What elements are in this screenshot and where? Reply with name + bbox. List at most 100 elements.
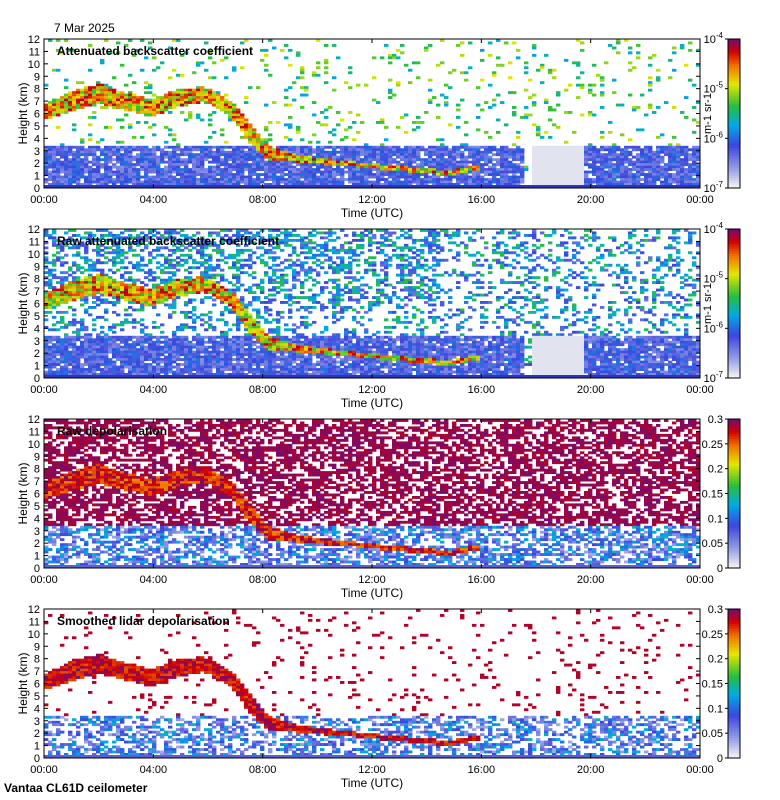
x-tick-label: 12:00	[358, 764, 386, 776]
colorbar: 10-7 10-6 10-5 10-4 m-1 sr-1	[702, 31, 741, 195]
x-tick-label: 00:00	[30, 764, 58, 776]
y-tick-label: 8	[34, 654, 40, 666]
y-tick-label: 5	[34, 121, 40, 133]
y-tick-label: 8	[34, 464, 40, 476]
x-tick-label: 00:00	[686, 194, 714, 206]
y-axis-label: Height (km)	[16, 272, 30, 334]
y-tick-label: 4	[34, 323, 40, 335]
y-tick-label: 6	[34, 489, 40, 501]
x-tick-label: 20:00	[577, 574, 605, 586]
colorbar-tick-label: 0.25	[702, 439, 723, 451]
colorbar-tick-label: 0.15	[702, 489, 723, 501]
y-tick-label: 5	[34, 691, 40, 703]
y-tick-label: 7	[34, 476, 40, 488]
y-tick-label: 6	[34, 679, 40, 691]
x-tick-label: 08:00	[249, 384, 277, 396]
y-tick-label: 9	[34, 261, 40, 273]
y-tick-label: 10	[28, 59, 40, 71]
colorbar-tick-label: 0.1	[708, 513, 723, 525]
x-tick-label: 12:00	[358, 194, 386, 206]
y-tick-label: 7	[34, 96, 40, 108]
x-tick-label: 16:00	[468, 764, 496, 776]
y-tick-label: 6	[34, 109, 40, 121]
colorbar-tick-label: 0.2	[708, 464, 723, 476]
y-tick-label: 5	[34, 501, 40, 513]
heatmap-cells	[44, 39, 701, 189]
x-tick-label: 00:00	[30, 194, 58, 206]
x-tick-label: 20:00	[577, 194, 605, 206]
colorbar-tick-label: 10-7	[704, 370, 724, 385]
x-tick-label: 16:00	[468, 384, 496, 396]
y-tick-label: 7	[34, 286, 40, 298]
colorbar-unit-label: m-1 sr-1	[702, 283, 714, 324]
x-tick-label: 16:00	[468, 194, 496, 206]
date-label: 7 Mar 2025	[54, 21, 115, 35]
colorbar: 0 0.05 0.1 0.15 0.2 0.25 0.3	[702, 414, 741, 575]
y-tick-label: 0	[34, 753, 40, 765]
heatmap-cells	[44, 419, 701, 569]
colorbar-tick-label: 10-6	[704, 130, 724, 145]
x-axis-label: Time (UTC)	[341, 586, 403, 600]
y-tick-label: 10	[28, 249, 40, 261]
y-tick-label: 8	[34, 274, 40, 286]
y-tick-label: 3	[34, 336, 40, 348]
y-tick-label: 2	[34, 538, 40, 550]
y-tick-label: 12	[28, 34, 40, 46]
colorbar-tick-label: 10-4	[704, 31, 724, 46]
y-tick-label: 12	[28, 414, 40, 426]
colorbar-tick-label: 10-5	[704, 271, 724, 286]
y-tick-label: 1	[34, 741, 40, 753]
colorbar-tick-label: 0.3	[708, 604, 723, 616]
colorbar-tick-label: 10-5	[704, 81, 724, 96]
y-tick-label: 1	[34, 171, 40, 183]
x-tick-label: 00:00	[30, 384, 58, 396]
y-tick-label: 3	[34, 146, 40, 158]
y-tick-label: 11	[29, 236, 40, 248]
x-tick-label: 00:00	[686, 574, 714, 586]
x-axis-label: Time (UTC)	[341, 776, 403, 790]
y-tick-label: 12	[28, 224, 40, 236]
x-tick-label: 04:00	[140, 194, 168, 206]
colorbar-tick-label: 10-4	[704, 221, 724, 236]
y-tick-label: 4	[34, 133, 40, 145]
x-tick-label: 04:00	[140, 764, 168, 776]
y-tick-label: 12	[28, 604, 40, 616]
colorbar-tick-label: 10-6	[704, 320, 724, 335]
x-tick-label: 20:00	[577, 764, 605, 776]
panel-title: Raw depolarisation	[57, 424, 167, 438]
y-tick-label: 9	[34, 451, 40, 463]
x-tick-label: 04:00	[140, 574, 168, 586]
y-tick-label: 0	[34, 183, 40, 195]
y-tick-label: 6	[34, 299, 40, 311]
y-tick-label: 4	[34, 703, 40, 715]
y-tick-label: 5	[34, 311, 40, 323]
y-tick-label: 11	[29, 46, 40, 58]
x-tick-label: 00:00	[30, 574, 58, 586]
colorbar: 0 0.05 0.1 0.15 0.2 0.25 0.3	[702, 604, 741, 765]
y-tick-label: 11	[29, 616, 40, 628]
panel-title: Attenuated backscatter coefficient	[57, 44, 253, 58]
colorbar-tick-label: 0.2	[708, 654, 723, 666]
colorbar-tick-label: 0	[717, 753, 723, 765]
y-tick-label: 2	[34, 348, 40, 360]
x-tick-label: 08:00	[249, 764, 277, 776]
panel-title: Smoothed lidar depolarisation	[57, 614, 230, 628]
y-tick-label: 1	[34, 361, 40, 373]
x-axis-label: Time (UTC)	[341, 396, 403, 410]
x-tick-label: 12:00	[358, 574, 386, 586]
x-tick-label: 08:00	[249, 574, 277, 586]
y-tick-label: 8	[34, 84, 40, 96]
colorbar-tick-label: 0.3	[708, 414, 723, 426]
instrument-label: Vantaa CL61D ceilometer	[4, 781, 148, 795]
colorbar-tick-label: 0.25	[702, 629, 723, 641]
y-axis-label: Height (km)	[16, 652, 30, 714]
x-tick-label: 04:00	[140, 384, 168, 396]
y-axis-label: Height (km)	[16, 82, 30, 144]
y-tick-label: 10	[28, 629, 40, 641]
panel-title: Raw attenuated backscatter coefficient	[57, 234, 279, 248]
